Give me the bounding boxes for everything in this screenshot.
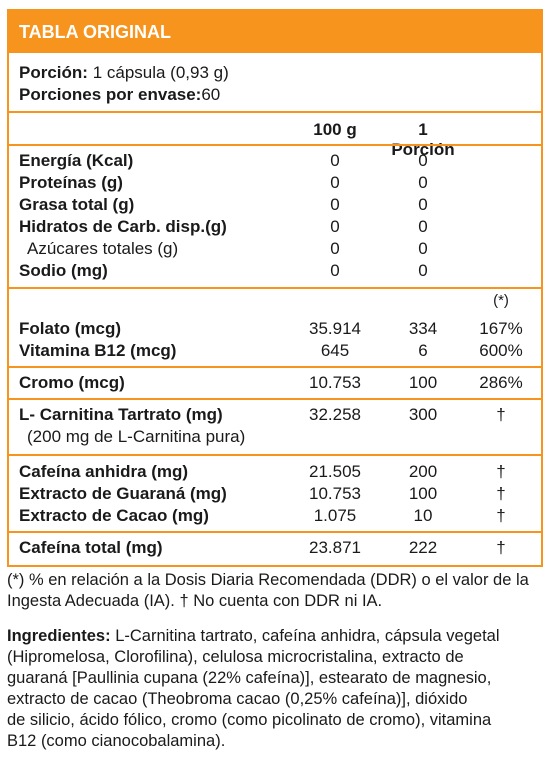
cell-carnitina-100g: 32.258 [309, 405, 361, 424]
nutrition-table: TABLA ORIGINAL Porción: 1 cápsula (0,93 … [7, 9, 543, 567]
cell-grasa-100g: 0 [330, 195, 340, 214]
servings-per-pack-label: Porciones por envase: [19, 85, 202, 104]
cell-cafeina-anhidra-100g: 21.505 [309, 462, 361, 481]
cell-azucares-portion: 0 [418, 239, 428, 258]
row-azucares: Azúcares totales (g) [27, 239, 179, 258]
divider [9, 454, 541, 456]
footnote-line: (*) % en relación a la Dosis Diaria Reco… [7, 571, 529, 589]
row-energia: Energía (Kcal) [19, 151, 134, 170]
divider [9, 111, 541, 113]
cell-sodio-portion: 0 [418, 261, 428, 280]
serving-value: 1 cápsula (0,93 g) [92, 63, 229, 82]
ingredients-label: Ingredientes: [7, 627, 111, 645]
cell-grasa-portion: 0 [418, 195, 428, 214]
cell-proteinas-100g: 0 [330, 173, 340, 192]
cell-carnitina-portion: 300 [408, 405, 438, 424]
cell-azucares-100g: 0 [330, 239, 340, 258]
row-cacao: Extracto de Cacao (mg) [19, 506, 209, 525]
ingredients-text: guaraná [Paullinia cupana (22% cafeína)]… [7, 669, 492, 687]
cell-b12-portion: 6 [418, 341, 428, 360]
row-proteinas: Proteínas (g) [19, 173, 123, 192]
row-grasa: Grasa total (g) [19, 195, 135, 214]
cell-energia-portion: 0 [418, 151, 428, 170]
cell-cafeina-total-100g: 23.871 [309, 538, 361, 557]
cell-cafeina-total-portion: 222 [408, 538, 438, 557]
footnote-line: Ingesta Adecuada (IA). † No cuenta con D… [7, 592, 383, 610]
cell-cacao-100g: 1.075 [313, 506, 357, 525]
cell-cafeina-anhidra-portion: 200 [408, 462, 438, 481]
row-folato: Folato (mcg) [19, 319, 121, 338]
cell-cafeina-anhidra-pct: † [496, 462, 506, 481]
cell-cafeina-total-pct: † [496, 538, 506, 557]
ingredients-text: L-Carnitina tartrato, cafeína anhidra, c… [110, 627, 500, 645]
cell-cacao-pct: † [496, 506, 506, 525]
servings-per-pack-value: 60 [201, 85, 221, 104]
cell-hidratos-100g: 0 [330, 217, 340, 236]
divider [9, 287, 541, 289]
cell-folato-portion: 334 [408, 319, 438, 338]
table-title: TABLA ORIGINAL [9, 11, 541, 53]
cell-cromo-portion: 100 [408, 373, 438, 392]
ingredients-text: extracto de cacao (Theobroma cacao (0,25… [7, 690, 468, 708]
row-cafeina-anhidra: Cafeína anhidra (mg) [19, 462, 189, 481]
cell-guarana-100g: 10.753 [309, 484, 361, 503]
cell-guarana-pct: † [496, 484, 506, 503]
row-cafeina-total: Cafeína total (mg) [19, 538, 163, 557]
row-vitamina-b12: Vitamina B12 (mcg) [19, 341, 177, 360]
cell-b12-100g: 645 [320, 341, 350, 360]
cell-proteinas-portion: 0 [418, 173, 428, 192]
serving-label: Porción: [19, 63, 88, 82]
row-carnitina: L- Carnitina Tartrato (mg) [19, 405, 223, 424]
footnote: (*) % en relación a la Dosis Diaria Reco… [7, 570, 547, 612]
cell-sodio-100g: 0 [330, 261, 340, 280]
column-header-100g: 100 g [313, 120, 357, 139]
row-sodio: Sodio (mg) [19, 261, 108, 280]
cell-hidratos-portion: 0 [418, 217, 428, 236]
row-cromo: Cromo (mcg) [19, 373, 125, 392]
divider [9, 366, 541, 368]
cell-b12-pct: 600% [479, 341, 523, 360]
cell-energia-100g: 0 [330, 151, 340, 170]
cell-cromo-pct: 286% [479, 373, 523, 392]
divider [9, 531, 541, 533]
row-hidratos: Hidratos de Carb. disp.(g) [19, 217, 227, 236]
cell-cromo-100g: 10.753 [309, 373, 361, 392]
ingredients-text: B12 (como cianocobalamina). [7, 732, 226, 750]
servings-per-pack-row: Porciones por envase:60 [19, 85, 220, 105]
divider [9, 398, 541, 400]
ingredients: Ingredientes: L-Carnitina tartrato, cafe… [7, 626, 547, 752]
divider [9, 144, 541, 146]
cell-carnitina-pct: † [496, 405, 506, 424]
cell-folato-pct: 167% [479, 319, 523, 338]
ddr-marker: (*) [493, 292, 509, 309]
row-carnitina-sub: (200 mg de L-Carnitina pura) [27, 427, 246, 446]
ingredients-text: (Hipromelosa, Clorofilina), celulosa mic… [7, 648, 464, 666]
cell-folato-100g: 35.914 [309, 319, 361, 338]
serving-row: Porción: 1 cápsula (0,93 g) [19, 63, 229, 83]
ingredients-text: de silicio, ácido fólico, cromo (como pi… [7, 711, 492, 729]
cell-guarana-portion: 100 [408, 484, 438, 503]
row-guarana: Extracto de Guaraná (mg) [19, 484, 227, 503]
cell-cacao-portion: 10 [413, 506, 433, 525]
